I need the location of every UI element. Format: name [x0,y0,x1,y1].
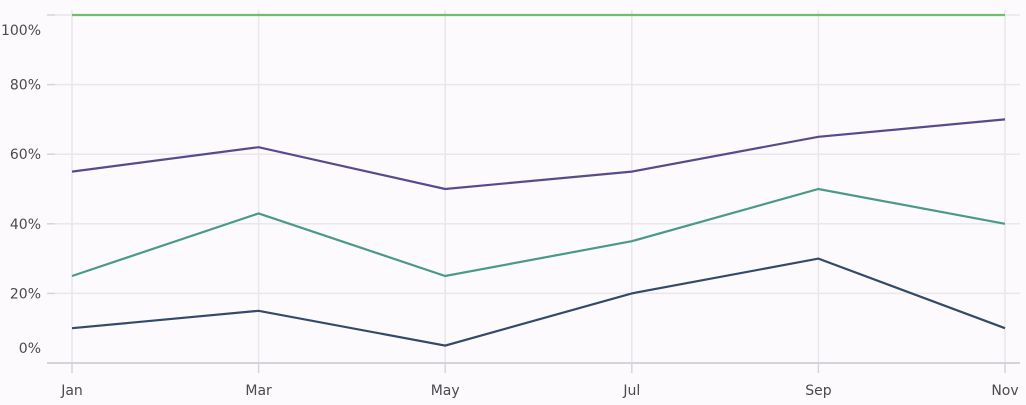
vertical-gridlines [71,10,1006,373]
x-tick-label: Mar [245,383,272,399]
horizontal-gridlines [47,14,1020,364]
x-tick-label: May [431,383,460,399]
x-tick-label: Sep [805,383,832,399]
series-line-2 [71,187,1006,278]
y-tick-label: 80% [10,78,41,94]
x-tick-label: Jul [622,383,640,399]
series-line-3 [71,118,1006,191]
series-line-1 [71,257,1006,347]
x-tick-label: Nov [991,383,1018,399]
y-tick-label: 60% [10,147,41,163]
x-tick-label: Jan [60,383,83,399]
y-tick-label: 100% [1,23,41,39]
series-lines [71,13,1006,347]
y-tick-label: 40% [10,217,41,233]
y-tick-label: 0% [19,341,41,357]
y-tick-label: 20% [10,286,41,302]
x-axis-labels: Jan Mar May Jul Sep Nov [60,383,1018,399]
y-axis-labels: 0% 20% 40% 60% 80% 100% [1,23,41,357]
